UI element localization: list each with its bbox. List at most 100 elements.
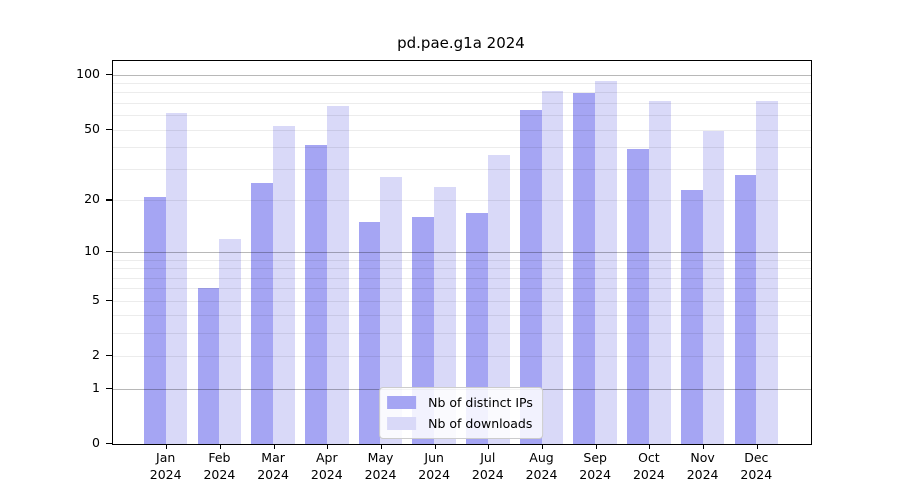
bar-distinct-ips-jan bbox=[143, 196, 166, 444]
x-tick-year: 2024 bbox=[257, 466, 289, 482]
legend: Nb of distinct IPs Nb of downloads bbox=[379, 387, 543, 439]
x-tick-year: 2024 bbox=[525, 466, 558, 482]
minor-gridline bbox=[113, 259, 811, 261]
y-tick bbox=[106, 199, 112, 201]
bar-downloads-sep bbox=[595, 80, 618, 444]
bar-distinct-ips-oct bbox=[627, 148, 649, 444]
minor-gridline bbox=[113, 200, 811, 202]
x-tick-label: Jan 2024 bbox=[134, 450, 198, 483]
x-tick-year: 2024 bbox=[686, 466, 719, 482]
x-tick bbox=[166, 444, 168, 449]
x-tick-label: May 2024 bbox=[349, 450, 413, 483]
y-tick-label: 1 bbox=[92, 379, 100, 395]
x-tick-label: Feb 2024 bbox=[187, 450, 251, 483]
minor-gridline bbox=[113, 300, 811, 302]
bar-downloads-mar bbox=[273, 126, 295, 444]
x-tick-label: Oct 2024 bbox=[617, 450, 681, 483]
bar-downloads-jan bbox=[165, 112, 188, 444]
minor-gridline bbox=[113, 268, 811, 270]
x-tick-year: 2024 bbox=[418, 466, 451, 482]
x-tick-year: 2024 bbox=[471, 466, 504, 482]
bar-distinct-ips-nov bbox=[680, 189, 703, 444]
y-tick bbox=[106, 299, 112, 301]
bar-downloads-nov bbox=[702, 131, 725, 444]
x-tick bbox=[595, 444, 597, 449]
bar-downloads-feb bbox=[219, 238, 242, 444]
bar-distinct-ips-feb bbox=[197, 288, 220, 444]
minor-gridline bbox=[113, 115, 811, 117]
x-tick-label: Jun 2024 bbox=[402, 450, 466, 483]
y-tick-label: 20 bbox=[84, 191, 100, 207]
x-tick-year: 2024 bbox=[364, 466, 397, 482]
bar-distinct-ips-apr bbox=[304, 145, 327, 444]
y-tick bbox=[106, 355, 112, 357]
x-tick bbox=[380, 444, 383, 449]
x-tick-label: Jul 2024 bbox=[456, 450, 520, 483]
x-tick-year: 2024 bbox=[740, 466, 773, 482]
y-tick bbox=[106, 128, 112, 130]
bar-downloads-dec bbox=[756, 100, 779, 444]
bar-distinct-ips-sep bbox=[573, 93, 596, 444]
major-gridline bbox=[113, 252, 811, 254]
minor-gridline bbox=[113, 277, 811, 279]
minor-gridline bbox=[113, 356, 811, 358]
legend-swatch-downloads bbox=[387, 417, 417, 430]
bar-distinct-ips-may bbox=[358, 222, 381, 444]
x-tick-label: Dec 2024 bbox=[724, 450, 788, 483]
minor-gridline bbox=[113, 333, 811, 335]
x-tick-label: Sep 2024 bbox=[563, 450, 627, 483]
x-tick-label: Mar 2024 bbox=[241, 450, 305, 483]
y-tick-label: 50 bbox=[84, 120, 100, 136]
x-tick-year: 2024 bbox=[149, 466, 182, 482]
y-tick-label: 0 bbox=[92, 435, 100, 450]
x-tick bbox=[488, 444, 490, 449]
minor-gridline bbox=[113, 169, 811, 171]
y-tick-label: 10 bbox=[84, 243, 100, 259]
bar-distinct-ips-aug bbox=[519, 110, 542, 444]
x-tick-year: 2024 bbox=[632, 466, 665, 482]
x-tick bbox=[434, 444, 436, 449]
minor-gridline bbox=[113, 146, 811, 148]
minor-gridline bbox=[113, 315, 811, 317]
bar-downloads-oct bbox=[648, 100, 671, 444]
x-tick bbox=[541, 444, 544, 449]
y-tick bbox=[106, 443, 112, 445]
x-tick-label: Nov 2024 bbox=[671, 450, 735, 483]
bar-downloads-jun bbox=[434, 186, 456, 444]
legend-label-distinct-ips: Nb of distinct IPs bbox=[428, 395, 533, 410]
legend-swatch-distinct-ips bbox=[387, 396, 417, 409]
bar-distinct-ips-mar bbox=[251, 183, 274, 444]
minor-gridline bbox=[113, 83, 811, 85]
x-tick bbox=[273, 444, 275, 449]
x-tick bbox=[756, 444, 758, 449]
minor-gridline bbox=[113, 288, 811, 290]
bar-downloads-apr bbox=[326, 106, 349, 444]
x-tick bbox=[703, 444, 705, 449]
y-tick-label: 2 bbox=[92, 347, 100, 363]
x-tick-year: 2024 bbox=[310, 466, 343, 482]
minor-gridline bbox=[113, 92, 811, 94]
legend-item-downloads: Nb of downloads bbox=[387, 415, 533, 432]
plot-area bbox=[112, 60, 812, 449]
bar-downloads-may bbox=[380, 177, 403, 444]
x-tick bbox=[219, 444, 221, 449]
legend-item-distinct-ips: Nb of distinct IPs bbox=[387, 394, 533, 411]
y-tick bbox=[106, 73, 112, 75]
y-tick-label: 100 bbox=[76, 65, 100, 81]
bar-distinct-ips-dec bbox=[734, 174, 757, 444]
bar-distinct-ips-jul bbox=[466, 212, 488, 444]
chart-title: pd.pae.g1a 2024 bbox=[397, 34, 525, 52]
minor-gridline bbox=[113, 129, 811, 131]
y-tick bbox=[106, 251, 112, 253]
x-tick-label: Apr 2024 bbox=[295, 450, 359, 483]
bar-downloads-jul bbox=[487, 155, 510, 444]
x-tick bbox=[327, 444, 329, 449]
x-tick bbox=[649, 444, 651, 449]
y-tick-label: 5 bbox=[92, 291, 100, 307]
major-gridline bbox=[113, 74, 811, 76]
x-tick-year: 2024 bbox=[579, 466, 612, 482]
bar-downloads-aug bbox=[541, 90, 564, 444]
legend-label-downloads: Nb of downloads bbox=[428, 416, 533, 431]
y-tick bbox=[106, 387, 112, 389]
